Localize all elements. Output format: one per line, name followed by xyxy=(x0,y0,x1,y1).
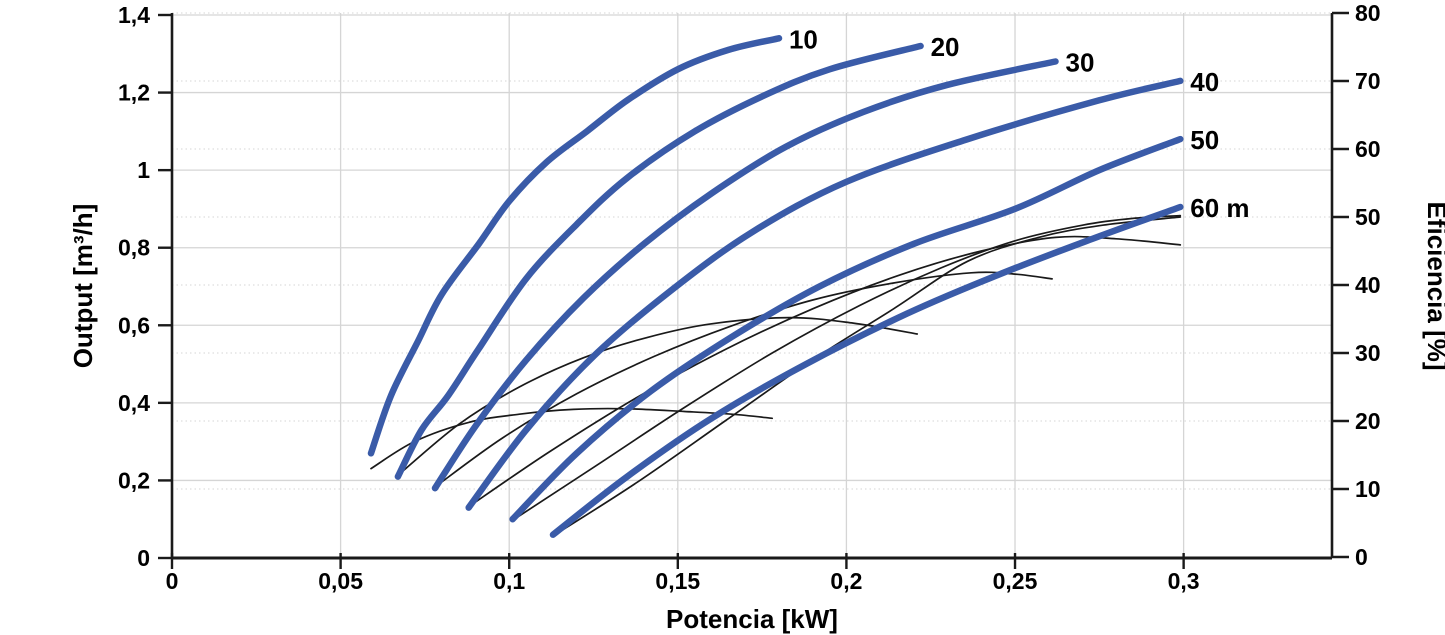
efficiency-curve-60 xyxy=(552,216,1182,537)
flow-curve-10 xyxy=(367,35,783,457)
curve-label-30: 30 xyxy=(1065,48,1094,78)
x-tick-label: 0,15 xyxy=(655,568,700,594)
flow-curve-50 xyxy=(509,135,1184,523)
y-left-tick-label: 1 xyxy=(137,157,150,183)
y-right-tick-label: 20 xyxy=(1355,408,1381,434)
ticks xyxy=(158,11,1349,569)
y-left-tick-label: 0,4 xyxy=(118,390,150,416)
y-left-tick-label: 0,8 xyxy=(118,235,150,261)
efficiency-curve-50 xyxy=(511,214,1182,522)
flow-curve-60 xyxy=(549,203,1184,538)
y-left-axis-title: Output [m³/h] xyxy=(68,204,98,369)
curve-labels: 10 20 30 40 50 60 m xyxy=(789,24,1250,223)
x-tick-label: 0,2 xyxy=(830,568,862,594)
flow-curve-40 xyxy=(465,77,1184,511)
y-right-tick-label: 0 xyxy=(1355,544,1368,570)
y-left-tick-label: 0,6 xyxy=(118,312,150,338)
efficiency-curve-20 xyxy=(397,316,919,477)
y-left-tick-label: 1,4 xyxy=(118,2,150,28)
y-right-tick-label: 40 xyxy=(1355,272,1381,298)
y-right-axis-title: Eficiencia [%] xyxy=(1422,201,1445,370)
curve-label-40: 40 xyxy=(1190,67,1219,97)
y-left-tick-label: 0 xyxy=(137,545,150,571)
x-tick-label: 0,25 xyxy=(993,568,1038,594)
y-right-tick-label: 30 xyxy=(1355,340,1381,366)
y-right-tick-label: 10 xyxy=(1355,476,1381,502)
y-left-tick-label: 0,2 xyxy=(118,467,150,493)
y-right-tick-label: 70 xyxy=(1355,68,1381,94)
x-tick-label: 0,1 xyxy=(493,568,525,594)
efficiency-curve-30 xyxy=(434,271,1053,488)
y-right-tick-label: 60 xyxy=(1355,136,1381,162)
efficiency-curve-40 xyxy=(467,235,1182,508)
x-tick-label: 0,05 xyxy=(318,568,363,594)
x-tick-label: 0 xyxy=(166,568,179,594)
flow-curve-20 xyxy=(394,42,924,480)
tick-labels: 0 0,05 0,1 0,15 0,2 0,25 0,3 0 0,2 0,4 0,6 0,8 1 1,2 1… xyxy=(118,0,1381,594)
curve-label-10: 10 xyxy=(789,24,818,54)
curve-label-60: 60 m xyxy=(1190,193,1249,223)
y-right-tick-label: 80 xyxy=(1355,0,1381,26)
curve-label-50: 50 xyxy=(1190,125,1219,155)
y-left-tick-label: 1,2 xyxy=(118,80,150,106)
x-tick-label: 0,3 xyxy=(1168,568,1200,594)
flow-curves xyxy=(367,35,1184,538)
y-right-tick-label: 50 xyxy=(1355,204,1381,230)
flow-curve-30 xyxy=(431,58,1059,492)
x-axis-title: Potencia [kW] xyxy=(666,604,838,634)
curve-label-20: 20 xyxy=(931,32,960,62)
efficiency-curves xyxy=(370,214,1182,537)
